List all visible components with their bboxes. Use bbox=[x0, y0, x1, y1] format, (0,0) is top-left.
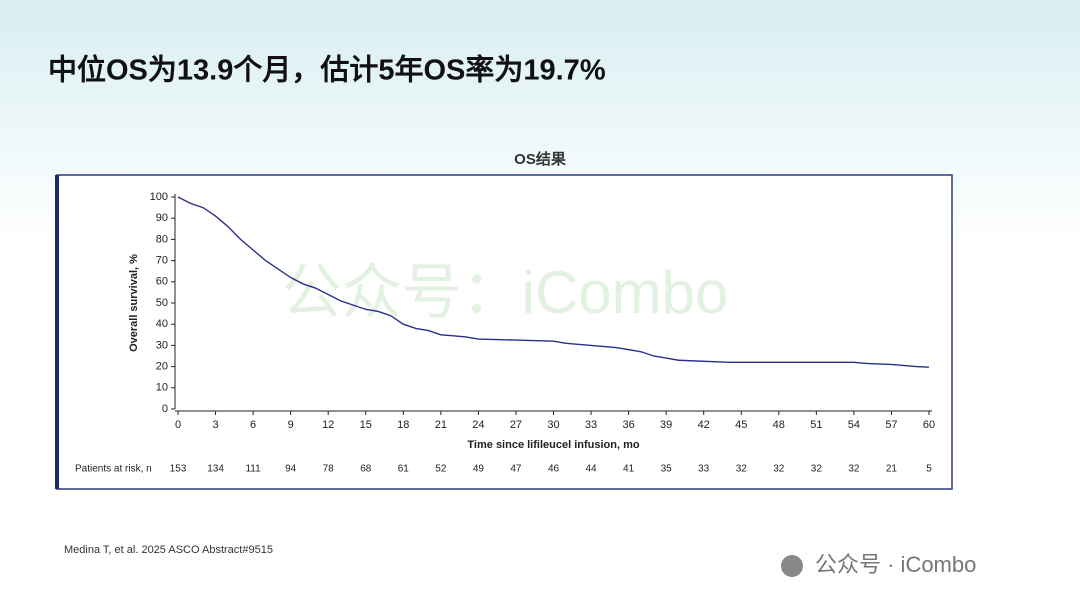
y-tick-label: 10 bbox=[156, 382, 168, 394]
at-risk-value: 78 bbox=[323, 464, 335, 475]
x-tick-label: 54 bbox=[848, 419, 860, 431]
x-tick-label: 60 bbox=[923, 419, 935, 431]
x-tick-label: 33 bbox=[585, 419, 597, 431]
x-tick-label: 48 bbox=[773, 419, 785, 431]
at-risk-value: 153 bbox=[170, 464, 187, 475]
y-tick-label: 0 bbox=[162, 403, 168, 415]
at-risk-value: 32 bbox=[736, 464, 748, 475]
x-tick-label: 45 bbox=[735, 419, 747, 431]
x-axis-label: Time since lifileucel infusion, mo bbox=[467, 439, 639, 451]
y-tick-label: 70 bbox=[156, 255, 168, 267]
x-tick-label: 36 bbox=[622, 419, 634, 431]
at-risk-value: 52 bbox=[435, 464, 447, 475]
x-tick-label: 24 bbox=[472, 419, 484, 431]
at-risk-value: 111 bbox=[245, 464, 261, 475]
x-tick-label: 9 bbox=[288, 419, 294, 431]
x-tick-label: 27 bbox=[510, 419, 522, 431]
at-risk-label: Patients at risk, n bbox=[75, 464, 152, 475]
watermark: 公众号：iCombo bbox=[282, 259, 729, 326]
at-risk-value: 32 bbox=[811, 464, 823, 475]
y-tick-label: 90 bbox=[156, 212, 168, 224]
at-risk-value: 32 bbox=[773, 464, 785, 475]
y-tick-label: 20 bbox=[156, 361, 168, 373]
chart-frame bbox=[56, 174, 953, 490]
y-tick-label: 30 bbox=[156, 339, 168, 351]
at-risk-value: 41 bbox=[623, 464, 635, 475]
y-axis-label: Overall survival, % bbox=[128, 254, 140, 352]
x-tick-label: 51 bbox=[810, 419, 822, 431]
at-risk-value: 44 bbox=[585, 464, 597, 475]
at-risk-value: 68 bbox=[360, 464, 372, 475]
y-tick-label: 80 bbox=[156, 233, 168, 245]
at-risk-value: 33 bbox=[698, 464, 710, 475]
at-risk-value: 5 bbox=[926, 464, 932, 475]
at-risk-value: 134 bbox=[207, 464, 224, 475]
y-tick-label: 60 bbox=[156, 276, 168, 288]
survival-curve bbox=[177, 196, 930, 368]
x-tick-label: 3 bbox=[212, 419, 218, 431]
y-tick-label: 40 bbox=[156, 318, 168, 330]
x-tick-label: 18 bbox=[397, 419, 409, 431]
x-tick-label: 12 bbox=[322, 419, 334, 431]
at-risk-value: 94 bbox=[285, 464, 297, 475]
x-tick-label: 15 bbox=[360, 419, 372, 431]
at-risk-value: 46 bbox=[548, 464, 560, 475]
y-tick-label: 100 bbox=[150, 191, 168, 203]
chart-title: OS结果 bbox=[514, 150, 567, 168]
at-risk-value: 47 bbox=[510, 464, 522, 475]
x-tick-label: 42 bbox=[698, 419, 710, 431]
x-tick-label: 0 bbox=[175, 419, 181, 431]
at-risk-value: 61 bbox=[398, 464, 410, 475]
at-risk-value: 49 bbox=[473, 464, 485, 475]
at-risk-value: 35 bbox=[661, 464, 673, 475]
logo-icon bbox=[781, 555, 803, 577]
slide-title: 中位OS为13.9个月，估计5年OS率为19.7% bbox=[48, 53, 606, 87]
x-tick-label: 6 bbox=[250, 419, 256, 431]
footnote: Medina T, et al. 2025 ASCO Abstract#9515 bbox=[64, 544, 273, 556]
chart-frame-edge bbox=[55, 175, 59, 489]
logo-text: 公众号 · iCombo bbox=[815, 552, 976, 577]
x-tick-label: 39 bbox=[660, 419, 672, 431]
y-tick-label: 50 bbox=[156, 297, 168, 309]
x-tick-label: 21 bbox=[435, 419, 447, 431]
x-tick-label: 30 bbox=[547, 419, 559, 431]
at-risk-value: 32 bbox=[848, 464, 860, 475]
at-risk-value: 21 bbox=[886, 464, 898, 475]
x-tick-label: 57 bbox=[885, 419, 897, 431]
